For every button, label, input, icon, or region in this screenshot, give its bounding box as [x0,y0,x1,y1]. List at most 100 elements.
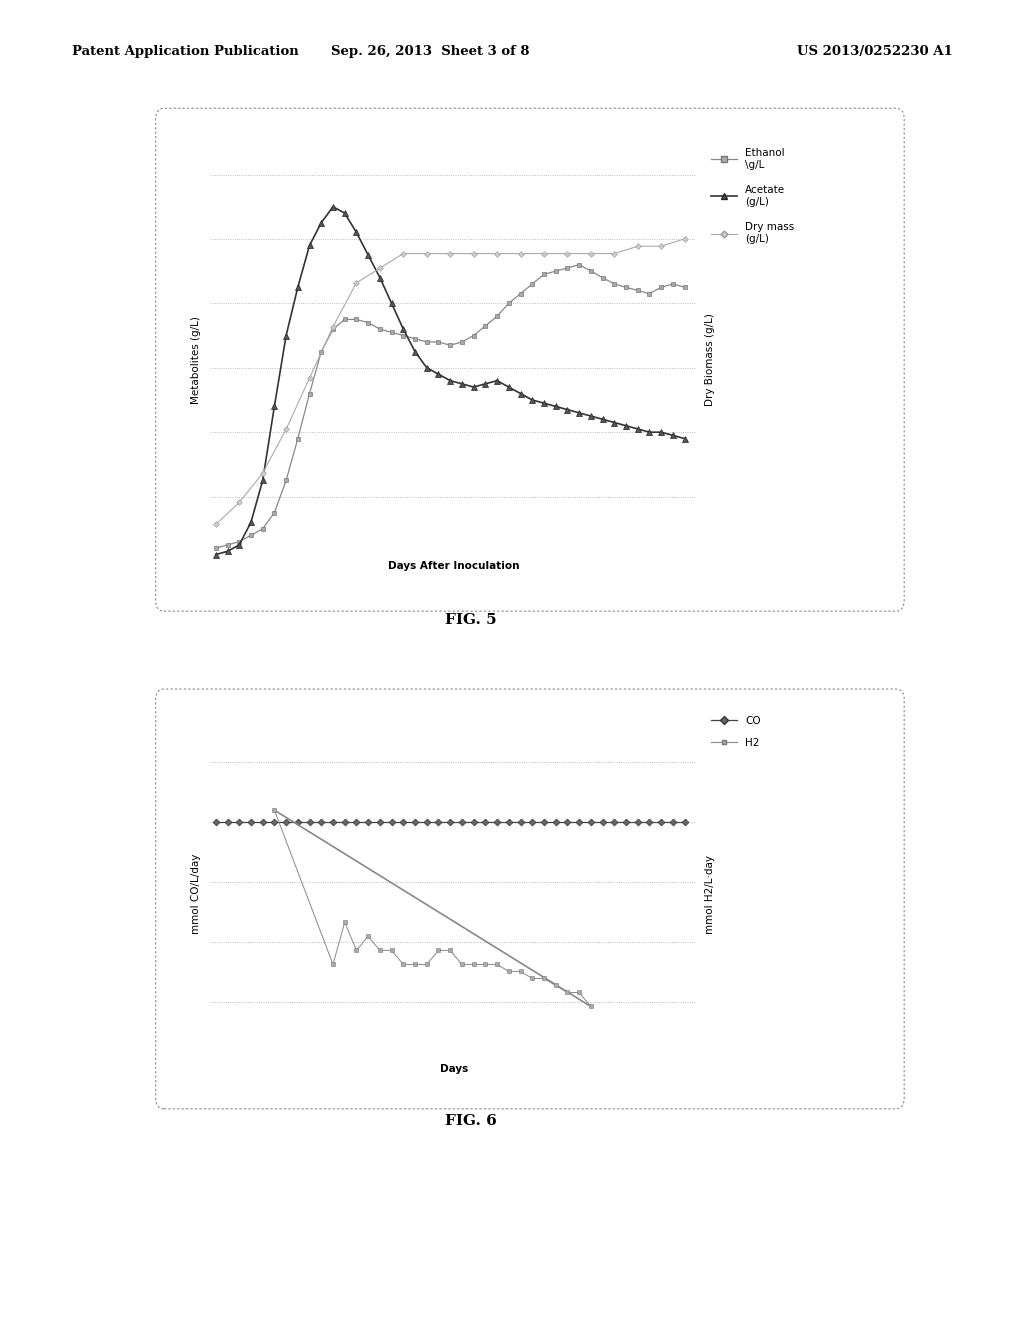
CO [268,814,281,830]
CO [561,814,573,830]
Acetate
(g/L) [421,360,433,376]
Line: CO: CO [213,820,687,825]
Y-axis label: mmol H2/L·day: mmol H2/L·day [706,855,716,933]
Acetate
(g/L) [526,392,539,408]
Dry mass
(g/L) [210,516,222,532]
Ethanol
\g/L [327,321,339,337]
CO [374,814,386,830]
Ethanol
\g/L [679,280,691,296]
Dry mass
(g/L) [468,246,480,261]
Ethanol
\g/L [468,327,480,343]
Ethanol
\g/L [268,504,281,520]
Text: US 2013/0252230 A1: US 2013/0252230 A1 [797,45,952,58]
Dry mass
(g/L) [350,275,362,290]
Acetate
(g/L) [350,224,362,240]
Ethanol
\g/L [339,312,351,327]
Dry mass
(g/L) [679,231,691,247]
CO [221,814,233,830]
CO [339,814,351,830]
CO [397,814,410,830]
CO [632,814,644,830]
Ethanol
\g/L [503,296,515,312]
Acetate
(g/L) [596,412,608,428]
Dry mass
(g/L) [608,246,621,261]
Acetate
(g/L) [490,372,503,388]
Ethanol
\g/L [456,334,468,350]
Ethanol
\g/L [479,318,492,334]
Dry mass
(g/L) [397,246,410,261]
H2 [573,985,586,1001]
CO [233,814,246,830]
Acetate
(g/L) [503,379,515,395]
Acetate
(g/L) [292,280,304,296]
Acetate
(g/L) [643,424,655,440]
Ethanol
\g/L [573,257,586,273]
Acetate
(g/L) [585,408,597,424]
Legend: Ethanol
\g/L, Acetate
(g/L), Dry mass
(g/L): Ethanol \g/L, Acetate (g/L), Dry mass (g… [707,144,799,248]
Ethanol
\g/L [643,285,655,301]
CO [245,814,257,830]
H2 [526,970,539,986]
Dry mass
(g/L) [257,465,269,480]
CO [280,814,292,830]
Ethanol
\g/L [257,521,269,537]
CO [538,814,550,830]
Acetate
(g/L) [432,366,444,381]
Acetate
(g/L) [385,296,397,312]
Acetate
(g/L) [608,414,621,430]
CO [315,814,328,830]
Dry mass
(g/L) [421,246,433,261]
CO [620,814,632,830]
Dry mass
(g/L) [327,319,339,335]
H2 [456,957,468,973]
H2 [339,915,351,931]
Acetate
(g/L) [210,546,222,562]
Dry mass
(g/L) [585,246,597,261]
Dry mass
(g/L) [561,246,573,261]
CO [257,814,269,830]
Dry mass
(g/L) [374,260,386,276]
CO [350,814,362,830]
Acetate
(g/L) [573,405,586,421]
H2 [490,957,503,973]
H2 [350,942,362,958]
CO [526,814,539,830]
CO [385,814,397,830]
CO [409,814,421,830]
H2 [538,970,550,986]
Ethanol
\g/L [444,338,457,354]
Text: Days After Inoculation: Days After Inoculation [388,561,519,572]
CO [362,814,375,830]
Acetate
(g/L) [620,418,632,434]
Text: Days: Days [439,1064,468,1074]
Ethanol
\g/L [561,260,573,276]
Acetate
(g/L) [315,215,328,231]
Ethanol
\g/L [374,321,386,337]
Ethanol
\g/L [620,280,632,296]
Ethanol
\g/L [632,282,644,298]
CO [303,814,315,830]
CO [490,814,503,830]
Line: Dry mass
(g/L): Dry mass (g/L) [214,236,687,527]
Acetate
(g/L) [409,343,421,359]
H2 [397,957,410,973]
Y-axis label: Dry Biomass (g/L): Dry Biomass (g/L) [706,313,716,407]
CO [468,814,480,830]
Ethanol
\g/L [526,276,539,292]
CO [679,814,691,830]
Acetate
(g/L) [468,379,480,395]
Ethanol
\g/L [432,334,444,350]
Acetate
(g/L) [221,544,233,560]
Ethanol
\g/L [280,473,292,488]
Ethanol
\g/L [245,527,257,543]
Ethanol
\g/L [233,533,246,549]
Acetate
(g/L) [561,401,573,417]
Acetate
(g/L) [538,395,550,411]
Ethanol
\g/L [490,309,503,325]
Dry mass
(g/L) [514,246,526,261]
CO [667,814,679,830]
Acetate
(g/L) [655,424,668,440]
Line: Acetate
(g/L): Acetate (g/L) [213,203,688,557]
H2 [268,803,281,818]
Y-axis label: mmol CO/L/day: mmol CO/L/day [190,854,201,935]
